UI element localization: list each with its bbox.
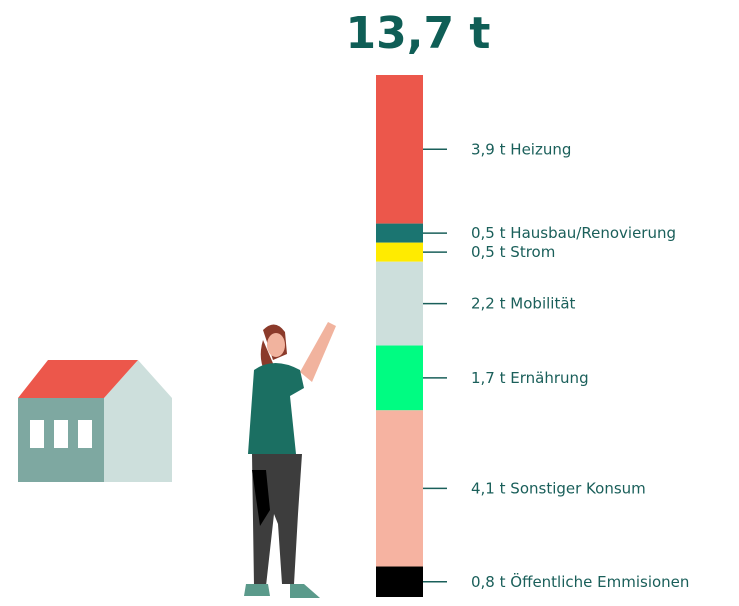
person-illustration [244,322,336,598]
value-label: 3,9 t [471,140,506,158]
bar-segment [376,75,423,224]
segment-label: 4,1 t Sonstiger Konsum [471,479,646,497]
chart-title: 13,7 t [346,8,491,59]
segment-label: 3,9 t Heizung [471,140,571,158]
value-label: 0,5 t [471,224,506,242]
series-name: Hausbau/Renovierung [510,224,676,242]
bar-segment [376,223,423,243]
segment-label: 0,5 t Strom [471,243,555,261]
bar-segment [376,345,423,411]
bar-segment [376,242,423,262]
bar-segment [376,566,423,597]
house-illustration [18,360,172,482]
segment-label: 1,7 t Ernährung [471,368,589,386]
series-name: Heizung [510,140,571,158]
segment-label: 0,5 t Hausbau/Renovierung [471,224,676,242]
value-label: 1,7 t [471,368,506,386]
value-label: 2,2 t [471,294,506,312]
value-label: 0,5 t [471,243,506,261]
series-name: Öffentliche Emmisionen [510,571,689,590]
series-name: Ernährung [510,368,588,386]
segment-label: 2,2 t Mobilität [471,294,576,312]
bar-segment [376,410,423,567]
bar-segment [376,261,423,346]
series-name: Strom [510,243,555,261]
value-label: 4,1 t [471,479,506,497]
series-name: Mobilität [510,294,575,312]
value-label: 0,8 t [471,572,506,590]
segment-label: 0,8 t Öffentliche Emmisionen [471,571,689,590]
series-name: Sonstiger Konsum [510,479,645,497]
